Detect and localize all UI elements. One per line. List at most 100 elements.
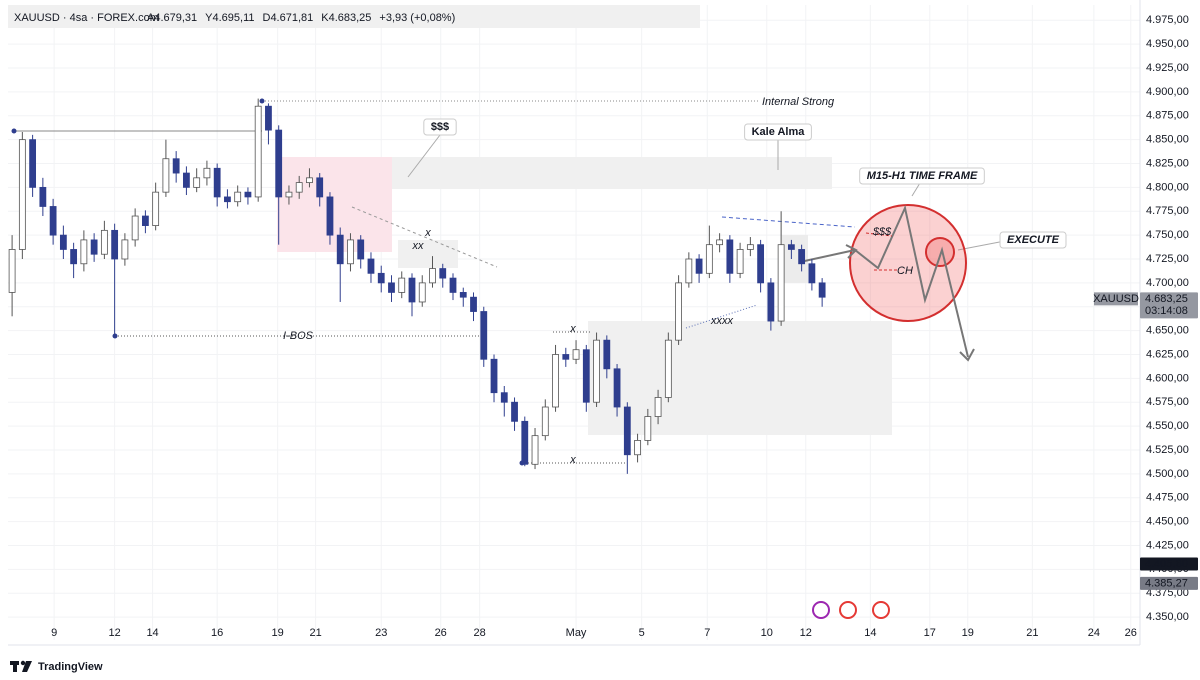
candle-body xyxy=(634,440,641,456)
candle-body xyxy=(377,272,385,284)
symbol-tag-label: XAUUSD xyxy=(1093,293,1139,305)
x-tick-label: 17 xyxy=(924,627,936,639)
candle-body xyxy=(777,244,785,322)
candle-body xyxy=(746,244,754,250)
x-tick-label: 26 xyxy=(435,627,447,639)
candle-body xyxy=(552,354,559,408)
annotation: x xyxy=(569,323,576,335)
candle-body xyxy=(572,349,580,360)
y-tick-label: 4.800,00 xyxy=(1146,181,1189,193)
drawing-line xyxy=(685,304,758,329)
x-tick-label: May xyxy=(566,627,587,639)
candle-body xyxy=(623,406,631,456)
candle-body xyxy=(265,105,272,131)
candle-body xyxy=(152,191,160,226)
ohlc-value: A4.679,31 xyxy=(147,12,197,24)
candle-body xyxy=(326,196,334,236)
candle-body xyxy=(644,416,652,441)
y-tick-label: 4.775,00 xyxy=(1146,205,1189,217)
candle-body xyxy=(787,244,795,250)
candle-body xyxy=(613,368,621,408)
price-tag xyxy=(1140,576,1198,590)
price-tag-label: 4.683,25 xyxy=(1145,293,1188,305)
candle-body xyxy=(388,282,395,293)
x-tick-label: 14 xyxy=(864,627,876,639)
zone xyxy=(277,157,392,252)
y-tick-label: 4.350,00 xyxy=(1146,611,1189,623)
x-tick-label: 7 xyxy=(704,627,710,639)
event-icons[interactable] xyxy=(812,601,890,619)
y-tick-label: 4.650,00 xyxy=(1146,325,1189,337)
candle-body xyxy=(439,268,447,279)
annotation: $$$ xyxy=(872,226,892,238)
candle-body xyxy=(726,239,734,274)
zone xyxy=(392,157,832,189)
candle-body xyxy=(675,282,682,341)
ohlc-value: Y4.695,11 xyxy=(205,12,254,24)
y-tick-label: 4.600,00 xyxy=(1146,372,1189,384)
candle-body xyxy=(705,244,713,274)
ohlc-value: +3,93 (+0,08%) xyxy=(379,12,455,24)
anchor-dot xyxy=(259,98,265,104)
candle-body xyxy=(234,191,242,203)
annotation: xxxx xyxy=(710,315,734,327)
zone xyxy=(588,321,892,435)
candle-body xyxy=(111,229,119,260)
annotation: I-BOS xyxy=(283,330,314,342)
x-tick-label: 23 xyxy=(375,627,387,639)
candle-body xyxy=(521,420,529,465)
annotation: Internal Strong xyxy=(762,96,835,108)
x-tick-label: 21 xyxy=(1026,627,1038,639)
candle-body xyxy=(541,406,549,437)
price-tag-label: 4.385,27 xyxy=(1145,577,1188,589)
y-tick-label: 4.450,00 xyxy=(1146,516,1189,528)
drawing-line xyxy=(911,182,921,197)
candle-body xyxy=(511,401,518,422)
candle-body xyxy=(275,129,283,198)
candle-body xyxy=(100,229,108,255)
x-tick-label: 5 xyxy=(639,627,645,639)
annotation-box xyxy=(859,167,985,185)
x-tick-label: 21 xyxy=(309,627,321,639)
x-tick-label: 14 xyxy=(146,627,158,639)
y-tick-label: 4.950,00 xyxy=(1146,38,1189,50)
y-tick-label: 4.700,00 xyxy=(1146,277,1189,289)
y-tick-label: 4.725,00 xyxy=(1146,253,1189,265)
x-tick-label: 19 xyxy=(962,627,974,639)
x-tick-label: 26 xyxy=(1125,627,1137,639)
candle-body xyxy=(490,358,498,394)
candle-body xyxy=(39,186,47,207)
annotation-box xyxy=(999,231,1067,249)
candle-body xyxy=(70,249,78,265)
candle-body xyxy=(582,349,590,403)
candle-body xyxy=(767,282,775,322)
y-tick-label: 4.425,00 xyxy=(1146,539,1189,551)
y-tick-label: 4.375,00 xyxy=(1146,587,1189,599)
candle-body xyxy=(562,354,570,360)
candle-body xyxy=(285,191,293,198)
x-tick-label: 12 xyxy=(800,627,812,639)
y-tick-label: 4.575,00 xyxy=(1146,396,1189,408)
annotation: Kale Alma xyxy=(752,126,806,138)
arrow-head xyxy=(959,348,975,362)
candle-body xyxy=(664,339,672,398)
y-tick-label: 4.975,00 xyxy=(1146,14,1189,26)
drawing-line xyxy=(407,134,441,178)
annotation: $$$ xyxy=(431,121,449,133)
annotation: x xyxy=(569,454,576,466)
anchor-dot xyxy=(112,333,118,339)
focus-circle-small xyxy=(925,237,955,267)
candle-body xyxy=(408,277,416,303)
candle-body xyxy=(121,239,129,260)
price-tag-label: 4.405,60 xyxy=(1145,558,1188,570)
y-tick-label: 4.825,00 xyxy=(1146,157,1189,169)
candle-body xyxy=(603,339,611,370)
candle-body xyxy=(347,239,354,265)
price-tag-countdown: 03:14:08 xyxy=(1145,305,1188,317)
candle-body xyxy=(429,268,436,284)
candle-body xyxy=(18,139,26,250)
ohlc-value: K4.683,25 xyxy=(321,12,371,24)
x-tick-label: 28 xyxy=(474,627,486,639)
candle-body xyxy=(336,234,344,265)
candle-body xyxy=(316,177,324,198)
